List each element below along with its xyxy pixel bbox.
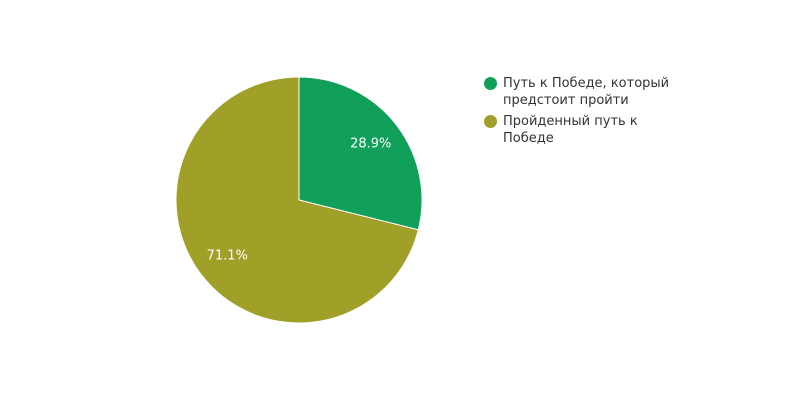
legend-marker [484, 77, 497, 90]
pie-slice [298, 76, 423, 231]
legend: Путь к Победе, который предстоит пройти П… [484, 75, 704, 151]
data-label: 71.1% [207, 249, 248, 264]
pie-slice [175, 76, 419, 324]
legend-label: Путь к Победе, который предстоит пройти [503, 76, 670, 108]
data-label: 28.9% [350, 136, 391, 151]
legend-item: Пройденный путь к Победе [484, 113, 704, 147]
legend-item: Путь к Победе, который предстоит пройти [484, 75, 704, 109]
legend-label: Пройденный путь к Победе [503, 114, 638, 146]
legend-marker [484, 115, 497, 128]
